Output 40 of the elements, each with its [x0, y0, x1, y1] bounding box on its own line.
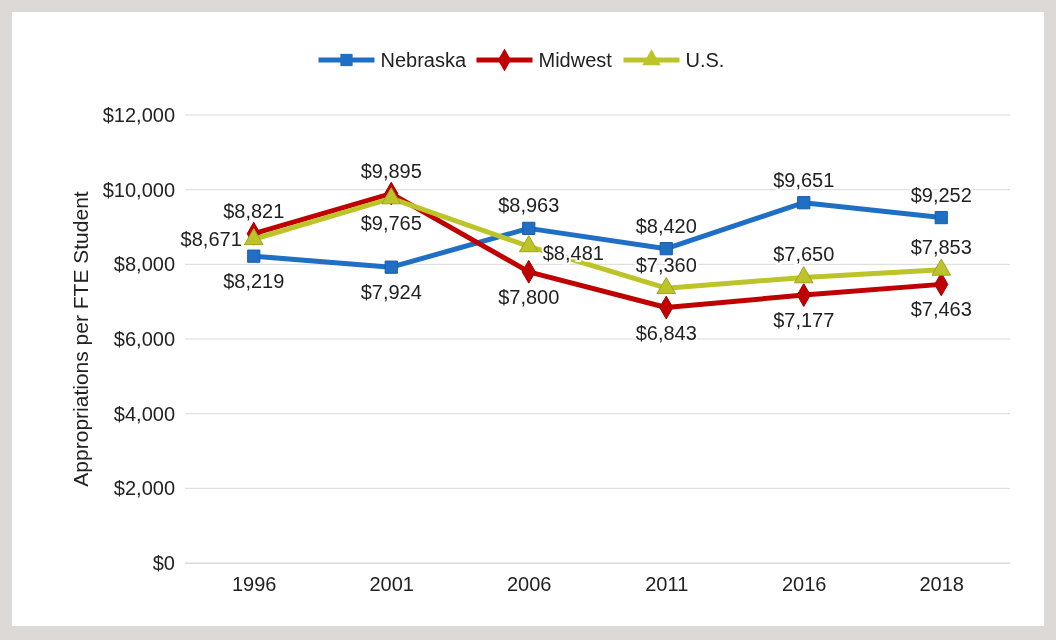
- x-tick-label: 2001: [369, 573, 414, 596]
- point: [384, 260, 398, 274]
- data-label: $8,219: [223, 270, 285, 293]
- data-label: $7,650: [773, 243, 835, 266]
- x-tick-label: 2018: [919, 573, 964, 596]
- data-label: $7,463: [910, 298, 972, 321]
- x-tick-label: 2016: [782, 573, 827, 596]
- data-label: $9,895: [360, 159, 422, 182]
- point: [247, 249, 261, 263]
- y-tick-label: $4,000: [113, 402, 175, 425]
- data-label: $8,963: [498, 194, 560, 217]
- point: [522, 221, 536, 235]
- legend-label: Nebraska: [380, 49, 467, 71]
- x-tick-label: 2006: [507, 573, 552, 596]
- data-label: $7,177: [773, 309, 835, 332]
- x-tick-label: 2011: [645, 573, 689, 596]
- y-tick-label: $8,000: [113, 253, 175, 276]
- data-label: $9,651: [773, 168, 835, 191]
- point: [659, 242, 673, 256]
- data-label: $7,800: [498, 285, 560, 308]
- point: [797, 196, 811, 210]
- y-axis-title: Appropriations per FTE Student: [69, 191, 92, 487]
- point: [934, 210, 948, 225]
- data-label: $8,420: [635, 214, 697, 237]
- data-label: $7,924: [360, 281, 422, 304]
- y-tick-label: $0: [152, 551, 175, 574]
- y-tick-label: $2,000: [113, 477, 175, 500]
- x-tick-label: 1996: [232, 573, 277, 596]
- data-label: $9,765: [360, 212, 422, 235]
- data-label: $7,360: [635, 254, 697, 277]
- data-label: $8,671: [180, 228, 242, 251]
- data-label: $9,252: [910, 183, 972, 206]
- legend-label: U.S.: [685, 49, 725, 71]
- y-tick-label: $10,000: [102, 178, 175, 201]
- data-label: $8,821: [223, 199, 285, 222]
- y-tick-label: $12,000: [102, 103, 175, 126]
- data-label: $6,843: [635, 321, 697, 344]
- data-label: $7,853: [910, 235, 972, 258]
- y-tick-label: $6,000: [113, 327, 175, 350]
- legend-label: Midwest: [538, 49, 613, 71]
